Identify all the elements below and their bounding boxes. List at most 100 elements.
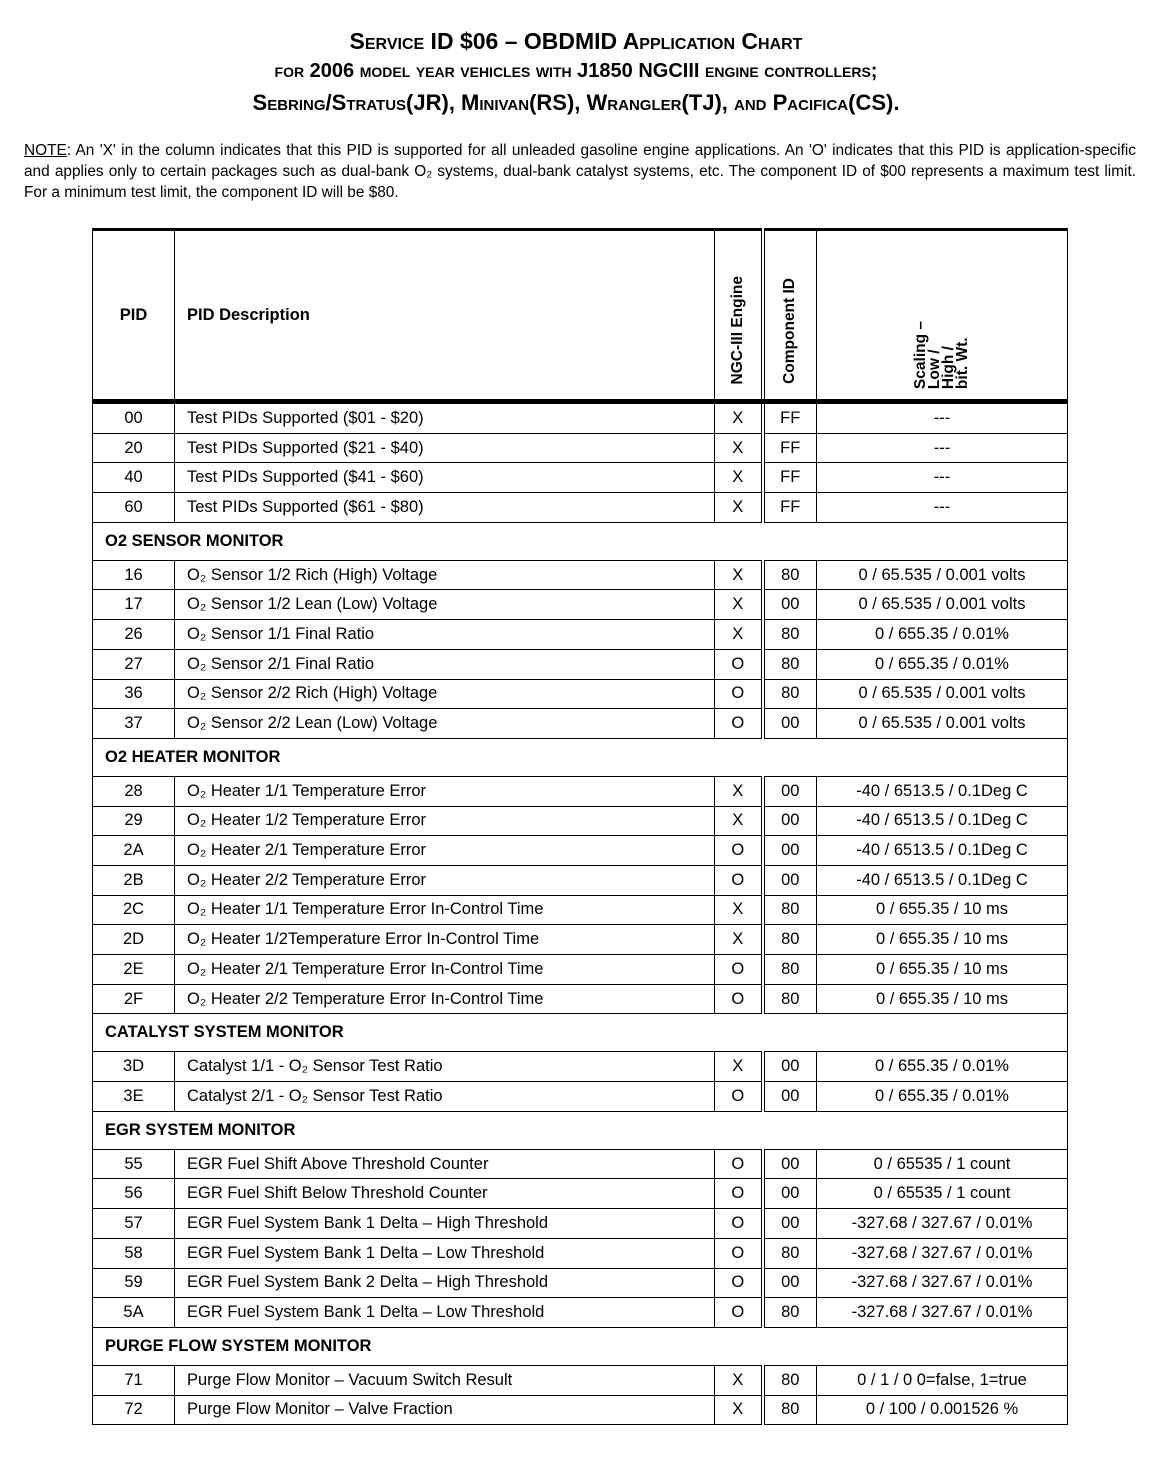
table-row: 5A EGR Fuel System Bank 1 Delta – Low Thr… [92, 1297, 1068, 1328]
cell-description: Purge Flow Monitor – Valve Fraction [174, 1394, 715, 1426]
cell-pid: 2D [92, 924, 175, 955]
cell-pid: 57 [92, 1208, 175, 1239]
cell-description: EGR Fuel Shift Above Threshold Counter [174, 1148, 715, 1180]
cell-component-id: 80 [762, 954, 817, 985]
cell-scaling: 0 / 65.535 / 0.001 volts [816, 708, 1068, 739]
cell-engine: O [714, 1081, 765, 1112]
document-vehicles: Sebring/Stratus(JR), Minivan(RS), Wrangl… [252, 90, 900, 115]
cell-pid: 58 [92, 1237, 175, 1269]
cell-scaling: --- [816, 462, 1068, 494]
cell-description: O₂ Heater 2/1 Temperature Error In-Contr… [174, 954, 715, 985]
cell-scaling: 0 / 1 / 0 0=false, 1=true [816, 1364, 1068, 1396]
section-title: PURGE FLOW SYSTEM MONITOR [92, 1326, 1068, 1366]
cell-description: O₂ Heater 1/2 Temperature Error [174, 805, 715, 837]
cell-description: O₂ Heater 1/2Temperature Error In-Contro… [174, 924, 715, 955]
cell-pid: 3D [92, 1051, 175, 1083]
cell-component-id: 00 [762, 1051, 817, 1083]
cell-scaling: 0 / 65535 / 1 count [816, 1148, 1068, 1180]
cell-scaling: 0 / 655.35 / 0.01% [816, 1051, 1068, 1083]
cell-description: O₂ Sensor 2/1 Final Ratio [174, 648, 715, 680]
cell-scaling: -40 / 6513.5 / 0.1Deg C [816, 835, 1068, 866]
table-row: 3E Catalyst 2/1 - O₂ Sensor Test Ratio O 00… [92, 1081, 1068, 1112]
cell-engine: O [714, 648, 765, 680]
cell-scaling: --- [816, 492, 1068, 523]
cell-scaling: 0 / 655.35 / 10 ms [816, 954, 1068, 985]
cell-engine: X [714, 924, 765, 955]
cell-engine: X [714, 1364, 765, 1396]
cell-component-id: 00 [762, 805, 817, 837]
cell-engine: X [714, 401, 765, 434]
cell-scaling: -40 / 6513.5 / 0.1Deg C [816, 805, 1068, 837]
cell-pid: 60 [92, 492, 175, 523]
table-row: 37 O₂ Sensor 2/2 Lean (Low) Voltage O 00 0 /… [92, 708, 1068, 739]
cell-scaling: -327.68 / 327.67 / 0.01% [816, 1208, 1068, 1239]
cell-engine: O [714, 1178, 765, 1210]
table-row: 20 Test PIDs Supported ($21 - $40) X FF --- [92, 432, 1068, 464]
section-row: CATALYST SYSTEM MONITOR [92, 1013, 1068, 1053]
table-row: 36 O₂ Sensor 2/2 Rich (High) Voltage O 80 0 … [92, 678, 1068, 710]
cell-pid: 2E [92, 954, 175, 985]
cell-component-id: 80 [762, 983, 817, 1015]
cell-description: EGR Fuel System Bank 2 Delta – High Thre… [174, 1267, 715, 1299]
cell-pid: 36 [92, 678, 175, 710]
section-row: O2 SENSOR MONITOR [92, 521, 1068, 561]
cell-scaling: 0 / 655.35 / 10 ms [816, 924, 1068, 955]
cell-component-id: 80 [762, 924, 817, 955]
cell-pid: 27 [92, 648, 175, 680]
header-engine-label: NGC-III Engine [728, 275, 746, 385]
cell-pid: 37 [92, 708, 175, 739]
cell-engine: O [714, 1208, 765, 1239]
cell-engine: O [714, 678, 765, 710]
cell-pid: 55 [92, 1148, 175, 1180]
cell-component-id: 80 [762, 678, 817, 710]
cell-description: EGR Fuel System Bank 1 Delta – Low Thres… [174, 1297, 715, 1328]
cell-component-id: 80 [762, 1394, 817, 1426]
cell-description: Test PIDs Supported ($61 - $80) [174, 492, 715, 523]
cell-engine: X [714, 589, 765, 621]
cell-description: EGR Fuel System Bank 1 Delta – High Thre… [174, 1208, 715, 1239]
cell-description: O₂ Heater 1/1 Temperature Error [174, 775, 715, 807]
cell-component-id: 80 [762, 559, 817, 591]
header-scaling: Scaling – Low / High / bit. Wt. [816, 229, 1068, 404]
cell-component-id: 00 [762, 1081, 817, 1112]
section-title: EGR SYSTEM MONITOR [92, 1110, 1068, 1150]
cell-description: O₂ Heater 2/2 Temperature Error In-Contr… [174, 983, 715, 1015]
cell-pid: 26 [92, 619, 175, 650]
table-row: 00 Test PIDs Supported ($01 - $20) X FF --- [92, 401, 1068, 434]
cell-engine: O [714, 1297, 765, 1328]
cell-pid: 5A [92, 1297, 175, 1328]
cell-pid: 40 [92, 462, 175, 494]
cell-component-id: 00 [762, 835, 817, 866]
cell-description: Test PIDs Supported ($01 - $20) [174, 401, 715, 434]
note-label: NOTE [24, 142, 67, 159]
cell-scaling: 0 / 65.535 / 0.001 volts [816, 589, 1068, 621]
cell-engine: X [714, 775, 765, 807]
section-row: PURGE FLOW SYSTEM MONITOR [92, 1326, 1068, 1366]
table-row: 2E O₂ Heater 2/1 Temperature Error In-Con… [92, 954, 1068, 985]
cell-description: O₂ Heater 1/1 Temperature Error In-Contr… [174, 894, 715, 926]
table-row: 26 O₂ Sensor 1/1 Final Ratio X 80 0 / 655.35… [92, 619, 1068, 650]
cell-engine: X [714, 432, 765, 464]
cell-description: O₂ Sensor 1/2 Lean (Low) Voltage [174, 589, 715, 621]
cell-engine: O [714, 1237, 765, 1269]
cell-engine: X [714, 894, 765, 926]
table-row: 27 O₂ Sensor 2/1 Final Ratio O 80 0 / 655.35… [92, 648, 1068, 680]
cell-description: O₂ Sensor 1/2 Rich (High) Voltage [174, 559, 715, 591]
cell-component-id: 00 [762, 1208, 817, 1239]
cell-scaling: -40 / 6513.5 / 0.1Deg C [816, 864, 1068, 896]
cell-scaling: 0 / 655.35 / 0.01% [816, 619, 1068, 650]
cell-pid: 72 [92, 1394, 175, 1426]
cell-component-id: 00 [762, 775, 817, 807]
cell-engine: O [714, 835, 765, 866]
cell-pid: 2F [92, 983, 175, 1015]
cell-scaling: 0 / 655.35 / 0.01% [816, 648, 1068, 680]
cell-scaling: 0 / 65.535 / 0.001 volts [816, 678, 1068, 710]
table-header-row: PID PID Description NGC-III Engine Compo… [92, 229, 1068, 404]
cell-pid: 00 [92, 401, 175, 434]
cell-engine: O [714, 864, 765, 896]
cell-scaling: -327.68 / 327.67 / 0.01% [816, 1237, 1068, 1269]
cell-component-id: 00 [762, 589, 817, 621]
cell-description: Purge Flow Monitor – Vacuum Switch Resul… [174, 1364, 715, 1396]
cell-engine: O [714, 983, 765, 1015]
header-scaling-label: Scaling – Low / High / bit. Wt. [912, 320, 971, 389]
